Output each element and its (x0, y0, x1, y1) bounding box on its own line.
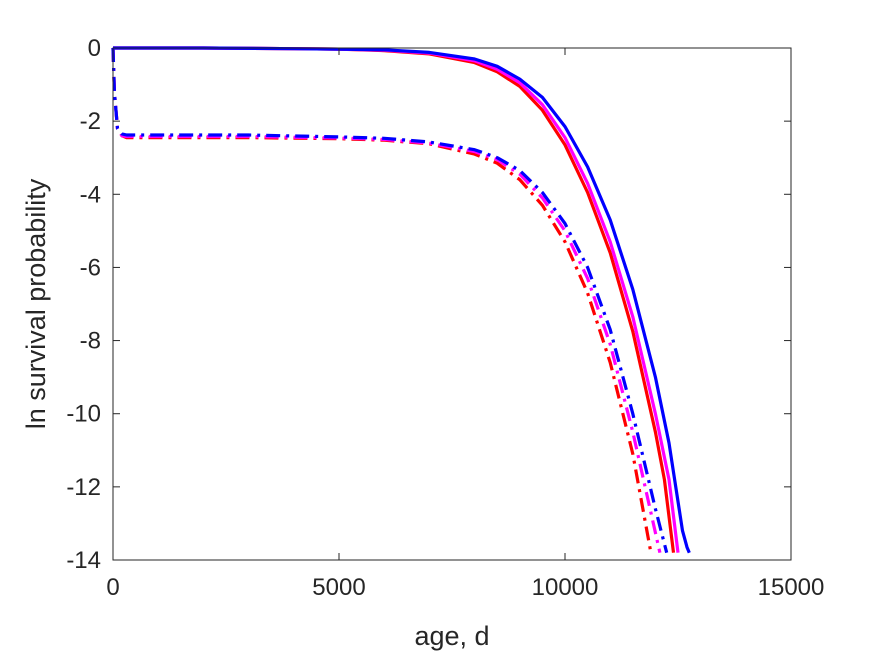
plot-background (113, 48, 791, 560)
dashdot-series-line-6 (111, 47, 669, 554)
dashdot-series-line-5 (111, 47, 662, 554)
x-tick-label: 15000 (758, 574, 825, 601)
y-tick-label: -6 (80, 254, 101, 281)
plot-frame (112, 47, 792, 561)
y-tick-label: -10 (66, 401, 101, 428)
tick-layer: 0 5000 10000 15000 0 -2 -4 -6 -8 -10 -12 -14 (66, 35, 824, 601)
y-tick-label: -4 (80, 181, 101, 208)
x-tick-label: 10000 (532, 574, 599, 601)
y-tick-label: -2 (80, 108, 101, 135)
y-tick-label: 0 (88, 35, 101, 62)
y-tick-label: -14 (66, 547, 101, 574)
y-tick-label: -12 (66, 474, 101, 501)
y-axis-label: ln survival probability (21, 178, 51, 429)
x-tick-label: 0 (106, 574, 119, 601)
x-axis-label: age, d (414, 621, 489, 651)
y-tick-label: -8 (80, 328, 101, 355)
x-tick-label: 5000 (312, 574, 365, 601)
